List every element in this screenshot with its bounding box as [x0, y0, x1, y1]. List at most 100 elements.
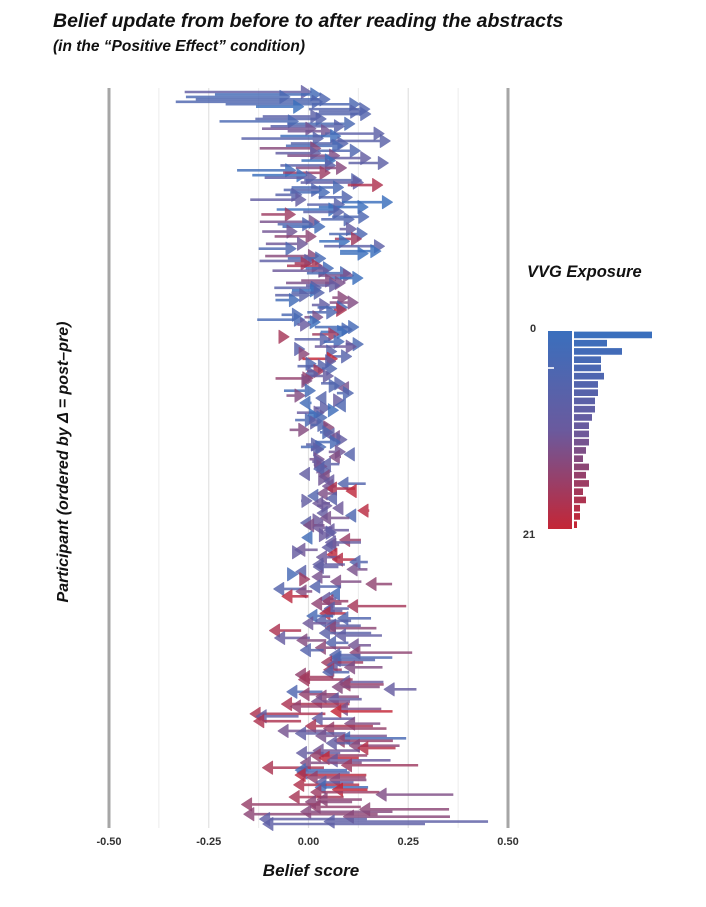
arrow-head	[297, 236, 309, 251]
participant-arrow	[195, 92, 331, 107]
participant-arrow	[301, 493, 313, 508]
arrow-head	[289, 699, 301, 714]
arrow-head	[309, 799, 321, 814]
participant-arrow	[257, 312, 305, 327]
participant-arrow	[357, 503, 370, 518]
arrow-head	[348, 738, 360, 753]
arrow-head	[306, 770, 318, 785]
arrow-head	[277, 723, 289, 738]
arrow-head	[295, 746, 307, 761]
legend-histogram-bar	[574, 513, 580, 520]
arrow-head	[375, 787, 387, 802]
participant-arrow	[307, 305, 338, 320]
legend-histogram-bar	[574, 504, 580, 512]
arrow-head	[298, 422, 310, 437]
participant-arrow	[274, 229, 317, 244]
participant-arrow	[327, 403, 339, 418]
participant-arrow	[383, 682, 417, 697]
arrow-head	[313, 442, 325, 457]
arrow-head	[293, 777, 305, 792]
arrow-head	[345, 508, 357, 523]
chart-subtitle: (in the “Positive Effect” condition)	[53, 38, 306, 55]
arrow-head	[345, 484, 357, 499]
legend-min-label: 0	[530, 323, 536, 335]
participant-arrow	[320, 510, 350, 525]
arrow-head	[298, 672, 310, 687]
participant-arrow	[345, 508, 357, 523]
arrow-head	[325, 736, 337, 751]
participant-arrow	[277, 217, 314, 232]
arrow-head	[312, 131, 324, 146]
participant-arrow	[337, 476, 366, 491]
arrow-head	[315, 251, 327, 266]
participant-arrow	[345, 484, 357, 499]
participant-arrow	[375, 787, 454, 802]
participant-arrow	[341, 758, 419, 773]
arrow-head	[381, 195, 393, 210]
legend-histogram-bar	[574, 389, 598, 396]
x-tick-label: -0.25	[196, 836, 221, 848]
participant-arrow	[314, 339, 357, 354]
arrow-head	[324, 621, 336, 636]
arrow-head	[305, 719, 317, 734]
legend-histogram-bar	[574, 372, 604, 380]
arrow-head	[325, 481, 337, 496]
arrow-head	[331, 552, 343, 567]
arrow-head	[337, 290, 349, 305]
arrow-head	[344, 660, 356, 675]
legend-histogram-bar	[574, 356, 601, 363]
chart-title: Belief update from before to after readi…	[53, 10, 564, 32]
participant-arrow	[342, 195, 393, 210]
arrow-head	[309, 579, 321, 594]
arrow-head	[318, 185, 330, 200]
arrow-head	[301, 373, 313, 388]
participant-arrow	[262, 224, 298, 239]
arrow-head	[241, 797, 253, 812]
arrow-head	[243, 807, 255, 822]
arrow-head	[294, 388, 306, 403]
arrow-head	[330, 574, 342, 589]
arrow-head	[312, 559, 324, 574]
arrow-head	[296, 633, 308, 648]
arrow-head	[328, 449, 340, 464]
participant-arrow	[289, 422, 310, 437]
participant-arrow	[340, 246, 369, 261]
arrow-head	[331, 679, 343, 694]
participant-arrow	[275, 288, 311, 303]
participant-arrow	[326, 491, 338, 506]
arrow-head	[336, 302, 348, 317]
arrow-head	[319, 92, 331, 107]
arrow-head	[293, 312, 305, 327]
arrow-head	[318, 471, 330, 486]
participant-arrow	[261, 207, 296, 222]
participant-arrow	[312, 559, 339, 574]
participant-arrow	[311, 711, 355, 726]
x-axis-label: Belief score	[262, 861, 360, 880]
participant-arrow	[258, 241, 297, 256]
participant-arrow	[331, 679, 380, 694]
arrow-head	[295, 584, 307, 599]
arrow-head	[351, 231, 363, 246]
legend-histogram-bar	[574, 455, 583, 462]
arrow-head	[379, 133, 391, 148]
participant-arrow	[253, 714, 302, 729]
participant-arrow	[309, 799, 361, 814]
participant-arrow	[348, 155, 389, 170]
participant-arrow	[295, 746, 341, 761]
arrow-head	[286, 224, 298, 239]
arrow-head	[262, 817, 274, 831]
participant-arrow	[325, 635, 349, 650]
participant-arrow	[328, 586, 340, 601]
participant-arrow	[357, 741, 396, 756]
legend-histogram-bar	[574, 521, 577, 528]
participant-arrow	[334, 628, 382, 643]
arrow-head	[333, 334, 345, 349]
participant-arrow	[255, 111, 327, 126]
arrow-head	[326, 305, 338, 320]
arrow-head	[328, 586, 340, 601]
arrow-head	[360, 107, 372, 122]
arrow-head	[319, 400, 331, 415]
arrow-head	[357, 503, 369, 518]
arrow-head	[332, 501, 344, 516]
